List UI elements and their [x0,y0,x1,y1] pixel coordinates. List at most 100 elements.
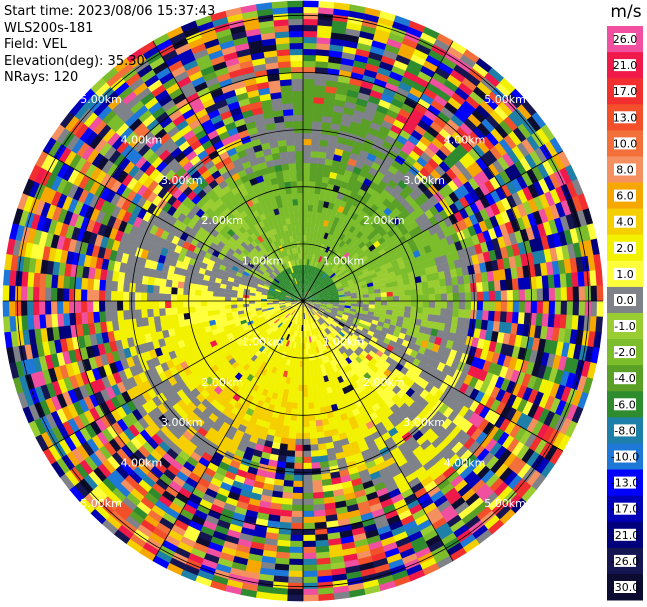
velocity-gate [317,249,323,257]
velocity-gate [80,300,88,313]
velocity-gate [497,156,510,171]
velocity-gate [330,241,337,250]
velocity-gate [471,356,481,368]
velocity-gate [486,320,495,332]
velocity-gate [411,175,423,187]
velocity-gate [383,477,396,488]
velocity-gate [371,115,384,126]
velocity-gate [455,462,469,476]
velocity-gate [321,331,327,338]
velocity-gate [417,98,431,110]
velocity-gate [339,320,347,326]
velocity-gate [569,329,578,345]
velocity-gate [200,295,208,301]
velocity-gate [311,211,318,218]
velocity-gate [140,283,148,293]
velocity-gate [395,193,406,204]
velocity-gate [295,432,303,440]
velocity-gate [403,284,411,291]
velocity-gate [303,168,311,176]
velocity-gate [469,388,480,401]
velocity-gate [415,338,424,347]
velocity-gate [307,312,311,319]
velocity-gate [391,65,406,77]
velocity-gate [325,335,332,342]
velocity-gate [427,485,441,498]
velocity-gate [443,269,452,279]
velocity-gate [392,118,406,130]
velocity-gate [341,112,353,122]
velocity-gate [439,144,452,157]
velocity-gate [463,152,476,166]
velocity-gate [412,145,425,157]
velocity-gate [310,259,314,267]
velocity-gate [481,118,496,133]
velocity-gate [303,102,314,110]
velocity-gate [560,287,568,302]
velocity-gate [408,317,416,325]
velocity-gate [548,172,562,189]
velocity-gate [360,316,368,322]
velocity-gate [461,363,472,375]
velocity-gate [401,416,412,428]
velocity-gate [393,139,405,151]
velocity-gate [422,60,439,73]
velocity-gate [381,119,394,130]
velocity-gate [493,105,509,121]
velocity-gate [314,66,328,75]
velocity-gate [309,301,316,303]
velocity-gate [318,449,328,457]
velocity-gate [313,321,319,329]
velocity-gate [368,398,378,408]
velocity-gate [50,287,58,301]
velocity-gate [374,563,391,574]
velocity-gate [443,323,452,333]
velocity-gate [315,54,329,63]
velocity-gate [302,456,312,464]
velocity-gate [361,340,369,348]
velocity-gate [341,352,349,360]
velocity-gate [346,209,355,218]
velocity-gate [390,97,405,109]
velocity-gate [318,1,335,9]
velocity-gate [410,482,425,494]
velocity-gate [436,555,454,569]
velocity-gate [398,81,413,93]
velocity-gate [325,441,335,450]
velocity-gate [328,544,343,552]
velocity-gate [514,427,527,442]
velocity-gate [378,279,386,285]
velocity-gate [312,205,319,213]
velocity-gate [404,472,418,484]
velocity-gate [490,259,499,272]
velocity-gate [424,327,433,336]
velocity-gate [315,283,322,289]
velocity-gate [378,466,391,477]
velocity-gate [304,306,307,314]
velocity-gate [542,288,550,302]
velocity-gate [506,149,520,164]
velocity-gate [361,517,376,528]
velocity-gate [304,324,307,332]
velocity-gate [334,370,342,379]
velocity-gate [572,301,580,316]
velocity-gate [577,193,589,211]
velocity-gate [104,300,112,312]
velocity-gate [489,145,503,161]
velocity-gate [447,492,462,506]
velocity-gate [306,305,311,311]
velocity-gate [152,300,160,309]
velocity-gate [426,273,434,282]
velocity-gate [330,567,347,576]
velocity-gate [495,401,507,416]
velocity-gate [315,346,320,354]
velocity-gate [453,391,465,403]
velocity-gate [331,310,338,315]
velocity-gate [377,193,387,204]
velocity-gate [400,446,413,458]
velocity-gate [305,289,309,296]
velocity-gate [390,124,403,135]
velocity-gate [590,238,600,256]
velocity-gate [332,266,339,273]
velocity-gate [140,309,148,318]
